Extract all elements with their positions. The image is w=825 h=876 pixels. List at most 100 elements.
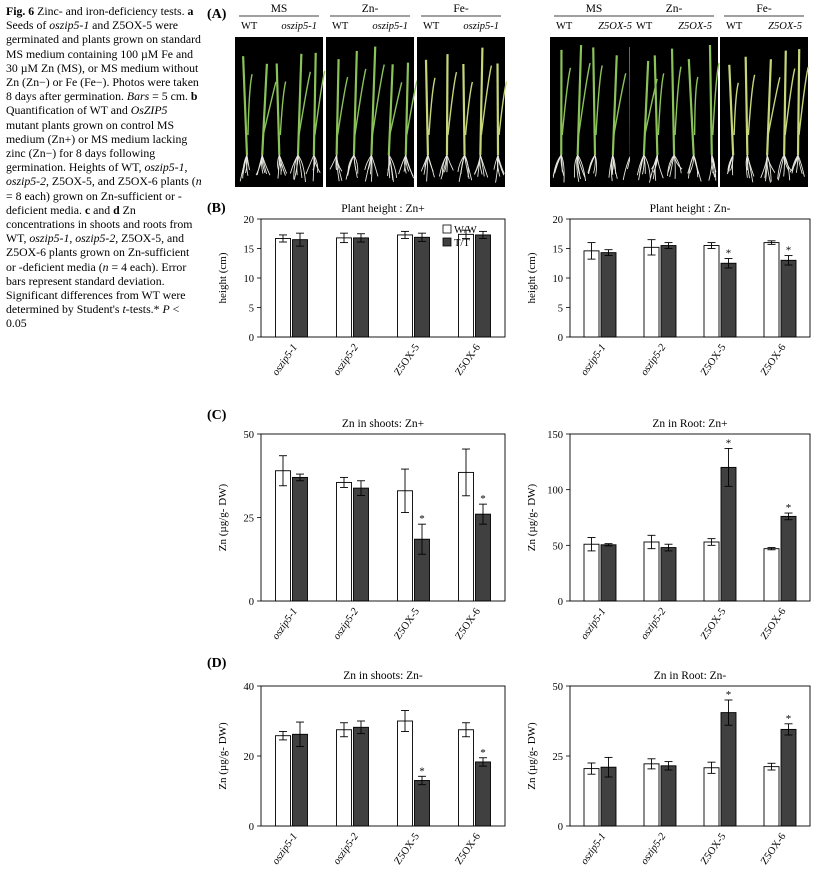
seedling-root [313, 154, 321, 173]
bar-tt [475, 234, 491, 338]
significance-asterisk: * [786, 713, 792, 725]
seedling-root [673, 154, 676, 179]
x-tick-label: oszip5-1 [271, 606, 300, 641]
seedling-leaf [496, 63, 500, 156]
seedling-root [746, 154, 751, 179]
seedling-root [667, 154, 675, 176]
seedling-root [727, 154, 734, 171]
x-tick-label: oszip5-2 [332, 606, 362, 642]
bar-wt [336, 237, 352, 338]
bar-tt [660, 765, 677, 827]
bar-tt [292, 239, 308, 338]
bar-wt [336, 729, 352, 827]
bar-wt [397, 720, 413, 827]
seedling-root [424, 154, 429, 170]
seedling-root [474, 154, 481, 175]
seedling-leaf [657, 73, 665, 136]
seedling-root [577, 154, 586, 178]
bar-wt [763, 766, 780, 827]
bar-tt [660, 547, 677, 602]
chart-zn-root-zn-plus: Zn in Root: Zn+ Zn (µg/g- DW) 0 50 100 150 osz… [526, 418, 811, 642]
seedling-leaf [428, 77, 436, 136]
y-tick-label: 0 [558, 333, 563, 344]
y-tick-label: 25 [553, 752, 564, 763]
seedling-leaf [370, 46, 377, 156]
seedling-leaf [784, 68, 796, 136]
seedling-leaf [766, 59, 772, 156]
bar-tt [353, 487, 369, 602]
y-tick-label: 50 [553, 682, 564, 693]
seedling-root [245, 154, 249, 176]
bar-wt [275, 238, 291, 338]
seedling-leaf [354, 68, 367, 136]
seedling-leaf [796, 49, 801, 156]
seedling-leaf [262, 81, 277, 136]
significance-asterisk: * [786, 502, 792, 514]
photo-medium-label: Zn- [666, 3, 683, 15]
seedling-leaf [642, 60, 650, 156]
seedling-root [277, 154, 280, 179]
x-tick-label: oszip5-1 [579, 606, 608, 641]
seedling-leaf [389, 82, 403, 136]
bar-tt [660, 245, 677, 338]
chart-zn-shoots-zn-plus: (C) Zn in shoots: Zn+ Zn (µg/g- DW) 0 25 50 os… [207, 408, 506, 642]
plot-frame [260, 433, 506, 602]
x-tick-label: oszip5-2 [639, 342, 669, 378]
y-axis-label: Zn (µg/g- DW) [526, 483, 538, 551]
y-axis-label: height (cm) [526, 252, 538, 303]
photo-line-label: WT [241, 21, 258, 32]
x-tick-label: Z5OX-6 [454, 831, 483, 866]
bar-wt [458, 729, 474, 827]
x-tick-label: Z5OX-5 [393, 342, 422, 377]
seedling-root [261, 154, 267, 175]
bar-tt [780, 515, 797, 602]
significance-asterisk: * [726, 248, 732, 260]
seedling-root [297, 154, 303, 179]
significance-asterisk: * [480, 493, 486, 505]
x-tick-label: Z5OX-5 [393, 831, 422, 866]
seedling-root [364, 154, 372, 182]
panel-label: (B) [207, 201, 226, 216]
bar-tt [780, 259, 797, 338]
seedling-root [403, 154, 407, 172]
bar-wt [583, 768, 600, 827]
y-tick-label: 100 [547, 486, 563, 497]
seedling-root [689, 154, 695, 174]
seedling-root [711, 154, 717, 181]
fig-label: Fig. 6 [6, 4, 35, 18]
significance-asterisk: * [419, 765, 425, 777]
bar-wt [703, 245, 720, 338]
x-tick-label: Z5OX-6 [454, 606, 483, 641]
bar-wt [458, 233, 474, 338]
seedling-leaf [335, 59, 340, 156]
figure-caption: Fig. 6 Zinc- and iron-deficiency tests. … [6, 4, 202, 331]
seedling-root [278, 154, 288, 174]
seedling-root [289, 154, 299, 174]
legend-label: W/W [454, 225, 477, 236]
seedling-leaf [464, 81, 474, 136]
legend-swatch-tt [442, 237, 452, 247]
bar-tt [600, 544, 617, 602]
chart-plant-height-zn-plus: (B) Plant height : Zn+ height (cm) 0 5 10 15 20… [207, 201, 506, 378]
chart-title: Zn in shoots: Zn- [343, 670, 423, 682]
x-tick-label: oszip5-1 [271, 831, 300, 866]
y-tick-label: 10 [244, 274, 255, 285]
seedling-root [353, 154, 359, 174]
bar-tt [292, 476, 308, 602]
y-tick-label: 0 [249, 333, 254, 344]
bar-wt [583, 543, 600, 602]
bar-wt [643, 541, 660, 602]
seedling-leaf [783, 50, 787, 156]
y-tick-label: 50 [553, 541, 564, 552]
x-tick-label: Z5OX-6 [759, 342, 788, 377]
seedling-root [688, 154, 695, 179]
photo-line-label: oszip5-1 [372, 21, 408, 32]
photo-line-label: Z5OX-5 [598, 21, 632, 32]
y-axis-label: Zn (µg/g- DW) [217, 722, 229, 790]
photo-line-label: oszip5-1 [281, 21, 317, 32]
seedling-leaf [798, 66, 809, 136]
seedling-root [345, 154, 355, 180]
photo-medium-label: MS [271, 3, 288, 15]
seedling-root [464, 154, 470, 180]
seedling-leaf [728, 64, 735, 156]
